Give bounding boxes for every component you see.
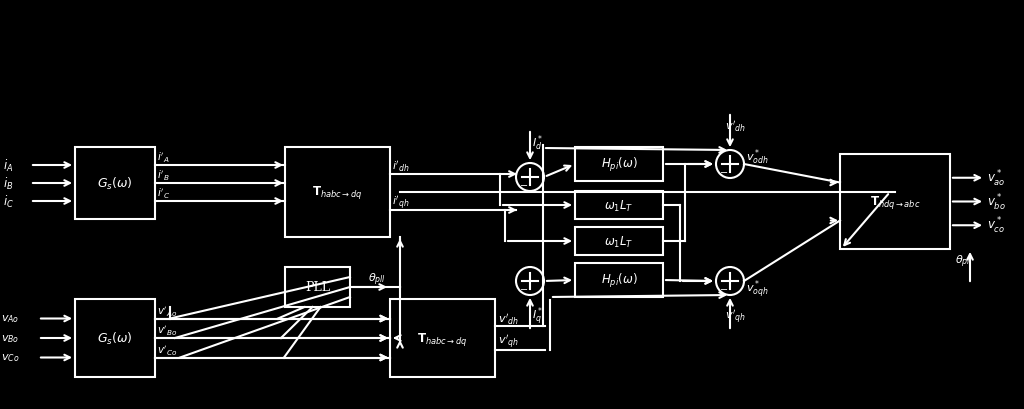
FancyBboxPatch shape — [575, 191, 663, 220]
Circle shape — [716, 151, 744, 179]
Text: −: − — [720, 168, 728, 178]
Text: $\mathbf{T}_{habc{\rightarrow}dq}$: $\mathbf{T}_{habc{\rightarrow}dq}$ — [418, 330, 468, 347]
Text: −: − — [519, 285, 527, 294]
Text: $\mathbf{T}_{habc{\rightarrow}dq}$: $\mathbf{T}_{habc{\rightarrow}dq}$ — [312, 184, 362, 201]
Text: $v_{Co}$: $v_{Co}$ — [1, 352, 19, 364]
Text: −: − — [720, 285, 728, 294]
FancyBboxPatch shape — [575, 227, 663, 255]
Text: $v_{Ao}$: $v_{Ao}$ — [1, 313, 19, 325]
Text: $v'_{qh}$: $v'_{qh}$ — [498, 333, 519, 351]
FancyBboxPatch shape — [285, 148, 390, 237]
FancyBboxPatch shape — [840, 155, 950, 249]
Circle shape — [516, 164, 544, 191]
Text: $v^*_{co}$: $v^*_{co}$ — [987, 216, 1006, 236]
Text: $i_A$: $i_A$ — [3, 157, 13, 174]
FancyBboxPatch shape — [285, 267, 350, 307]
Text: $i_C$: $i_C$ — [3, 193, 14, 209]
Text: $G_s(\omega)$: $G_s(\omega)$ — [97, 175, 133, 191]
Text: $i'_{qh}$: $i'_{qh}$ — [392, 194, 410, 211]
Circle shape — [516, 267, 544, 295]
Text: $i'_B$: $i'_B$ — [157, 169, 170, 183]
Text: $v^*_{oqh}$: $v^*_{oqh}$ — [746, 278, 769, 300]
Text: $i'_{dh}$: $i'_{dh}$ — [392, 159, 410, 174]
Text: $I^*_q$: $I^*_q$ — [532, 305, 543, 327]
FancyBboxPatch shape — [575, 263, 663, 297]
Text: $v'_{Co}$: $v'_{Co}$ — [157, 343, 177, 357]
FancyBboxPatch shape — [390, 299, 495, 377]
Text: $v'_{qh}$: $v'_{qh}$ — [725, 308, 745, 325]
FancyBboxPatch shape — [575, 148, 663, 182]
Text: $v^*_{odh}$: $v^*_{odh}$ — [746, 147, 769, 166]
Text: $i'_A$: $i'_A$ — [157, 151, 170, 165]
Text: $v^*_{bo}$: $v^*_{bo}$ — [987, 192, 1006, 212]
Text: $v^*_{ao}$: $v^*_{ao}$ — [987, 168, 1006, 188]
Text: $v_{Bo}$: $v_{Bo}$ — [1, 332, 19, 344]
Text: $i'_C$: $i'_C$ — [157, 187, 170, 200]
Text: $\omega_1 L_T$: $\omega_1 L_T$ — [604, 234, 634, 249]
Text: $I^*_d$: $I^*_d$ — [532, 133, 543, 153]
Text: −: − — [519, 181, 527, 191]
FancyBboxPatch shape — [75, 299, 155, 377]
Text: $v'_{dh}$: $v'_{dh}$ — [725, 119, 745, 134]
Text: $\mathbf{T}_{hdq{\rightarrow}abc}$: $\mathbf{T}_{hdq{\rightarrow}abc}$ — [869, 193, 921, 211]
Circle shape — [716, 267, 744, 295]
Text: $\theta_{pll}$: $\theta_{pll}$ — [955, 253, 973, 270]
Text: $G_s(\omega)$: $G_s(\omega)$ — [97, 330, 133, 346]
Text: $v'_{Bo}$: $v'_{Bo}$ — [157, 323, 177, 337]
Text: $v'_{Ao}$: $v'_{Ao}$ — [157, 303, 177, 318]
Text: $\omega_1 L_T$: $\omega_1 L_T$ — [604, 198, 634, 213]
Text: $i_B$: $i_B$ — [3, 175, 13, 191]
Text: $H_{pi}(\omega)$: $H_{pi}(\omega)$ — [601, 271, 637, 289]
Text: PLL: PLL — [305, 281, 330, 294]
FancyBboxPatch shape — [75, 148, 155, 220]
Text: $H_{pi}(\omega)$: $H_{pi}(\omega)$ — [601, 155, 637, 173]
Text: $\theta_{pll}$: $\theta_{pll}$ — [368, 271, 386, 288]
Text: $v'_{dh}$: $v'_{dh}$ — [498, 311, 519, 326]
